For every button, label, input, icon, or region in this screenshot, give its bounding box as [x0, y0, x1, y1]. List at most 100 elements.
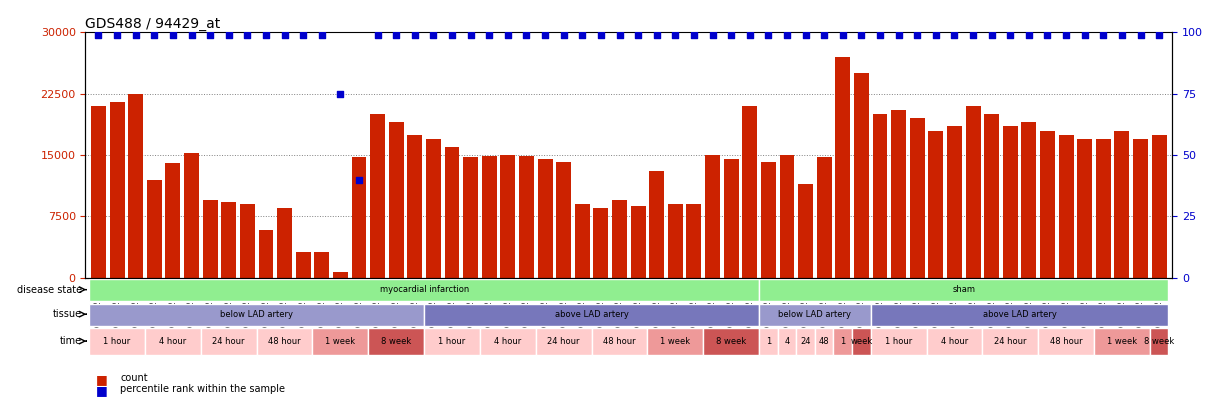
Bar: [984, 114, 999, 278]
Point: [1038, 32, 1057, 38]
Point: [516, 32, 536, 38]
Bar: [444, 147, 459, 278]
Point: [144, 32, 164, 38]
Bar: [333, 272, 348, 278]
FancyBboxPatch shape: [759, 279, 1168, 301]
Bar: [501, 155, 515, 278]
Bar: [1040, 130, 1055, 278]
Text: GDS488 / 94429_at: GDS488 / 94429_at: [85, 17, 221, 31]
Bar: [1133, 139, 1148, 278]
Text: above LAD artery: above LAD artery: [983, 310, 1056, 319]
Bar: [295, 252, 310, 278]
Point: [313, 32, 332, 38]
FancyBboxPatch shape: [89, 304, 424, 326]
FancyBboxPatch shape: [759, 328, 778, 355]
Bar: [799, 184, 813, 278]
FancyBboxPatch shape: [983, 328, 1038, 355]
Point: [758, 32, 778, 38]
Text: 4 hour: 4 hour: [159, 337, 187, 345]
Text: percentile rank within the sample: percentile rank within the sample: [120, 384, 286, 394]
Point: [535, 32, 554, 38]
FancyBboxPatch shape: [592, 328, 647, 355]
Bar: [184, 153, 199, 278]
FancyBboxPatch shape: [927, 328, 983, 355]
Point: [647, 32, 667, 38]
Text: 1 hour: 1 hour: [438, 337, 465, 345]
Point: [368, 32, 387, 38]
Bar: [910, 118, 924, 278]
Bar: [612, 200, 626, 278]
Text: 1 week: 1 week: [1107, 337, 1137, 345]
Bar: [388, 122, 404, 278]
Point: [331, 91, 350, 97]
Bar: [873, 114, 888, 278]
Bar: [110, 102, 125, 278]
Bar: [891, 110, 906, 278]
Text: 8 week: 8 week: [716, 337, 746, 345]
Point: [851, 32, 871, 38]
Point: [1000, 32, 1020, 38]
FancyBboxPatch shape: [1038, 328, 1094, 355]
Text: below LAD artery: below LAD artery: [779, 310, 851, 319]
Point: [833, 32, 852, 38]
FancyBboxPatch shape: [759, 304, 871, 326]
Text: 1 hour: 1 hour: [104, 337, 131, 345]
Bar: [92, 106, 106, 278]
Point: [945, 32, 965, 38]
Point: [740, 32, 759, 38]
FancyBboxPatch shape: [424, 328, 480, 355]
FancyBboxPatch shape: [89, 279, 759, 301]
FancyBboxPatch shape: [852, 328, 871, 355]
FancyBboxPatch shape: [424, 304, 759, 326]
Bar: [463, 157, 479, 278]
Point: [796, 32, 816, 38]
Text: myocardial infarction: myocardial infarction: [380, 285, 469, 294]
Bar: [966, 106, 980, 278]
FancyBboxPatch shape: [200, 328, 256, 355]
Bar: [166, 163, 181, 278]
Bar: [575, 204, 590, 278]
Point: [107, 32, 127, 38]
Point: [814, 32, 834, 38]
Point: [498, 32, 518, 38]
Point: [907, 32, 927, 38]
Text: 48 hour: 48 hour: [269, 337, 300, 345]
Bar: [1077, 139, 1092, 278]
Point: [164, 32, 183, 38]
Text: time: time: [60, 336, 82, 346]
Text: ■: ■: [96, 373, 109, 386]
Text: ■: ■: [96, 384, 109, 397]
FancyBboxPatch shape: [480, 328, 536, 355]
Text: 1: 1: [840, 337, 845, 345]
Bar: [557, 162, 571, 278]
Point: [293, 32, 313, 38]
FancyBboxPatch shape: [778, 328, 796, 355]
FancyBboxPatch shape: [796, 328, 814, 355]
Bar: [705, 155, 720, 278]
Point: [554, 32, 574, 38]
Text: below LAD artery: below LAD artery: [220, 310, 293, 319]
FancyBboxPatch shape: [871, 328, 927, 355]
Text: week: week: [850, 337, 873, 345]
Bar: [947, 126, 962, 278]
Point: [1094, 32, 1114, 38]
Bar: [817, 157, 832, 278]
Point: [609, 32, 629, 38]
Point: [573, 32, 592, 38]
Bar: [631, 206, 646, 278]
Bar: [128, 94, 143, 278]
Point: [442, 32, 462, 38]
Point: [778, 32, 797, 38]
Bar: [203, 200, 217, 278]
Text: 1 week: 1 week: [325, 337, 355, 345]
Text: above LAD artery: above LAD artery: [554, 310, 629, 319]
Bar: [779, 155, 795, 278]
Bar: [370, 114, 385, 278]
FancyBboxPatch shape: [703, 328, 759, 355]
Bar: [742, 106, 757, 278]
Text: count: count: [120, 373, 148, 383]
Point: [665, 32, 685, 38]
Text: 8 week: 8 week: [381, 337, 411, 345]
FancyBboxPatch shape: [834, 328, 852, 355]
Text: 1: 1: [766, 337, 770, 345]
